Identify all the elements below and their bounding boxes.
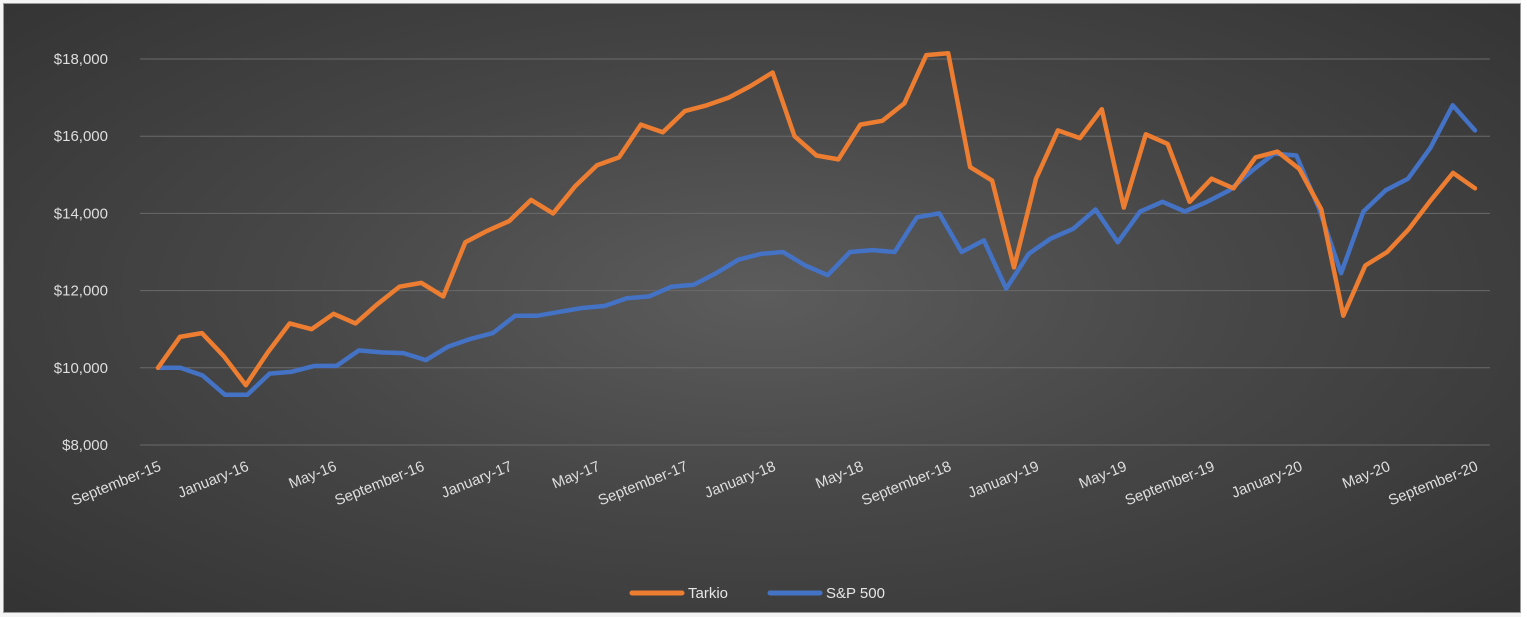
x-tick-label: May-18	[813, 458, 866, 493]
x-tick-label: January-17	[439, 458, 515, 502]
y-axis: $8,000 $10,000 $12,000 $14,000 $16,000 $18,00…	[54, 51, 108, 454]
legend-label-sp500: S&P 500	[826, 585, 885, 602]
x-axis: September-15 January-16 May-16September-16…	[69, 458, 1481, 509]
x-tick-label: May-19	[1077, 458, 1130, 493]
x-tick-label: September-19	[1123, 458, 1218, 509]
x-tick-label: September-16	[332, 458, 427, 509]
series-line-tarkio	[155, 50, 1478, 388]
y-tick-label: $8,000	[62, 437, 108, 454]
gridlines	[140, 58, 1490, 446]
x-tick-label: September-17	[596, 458, 691, 509]
x-tick-label: January-20	[1229, 458, 1305, 502]
x-tick-label: January-18	[702, 458, 778, 502]
x-tick-label: January-19	[966, 458, 1042, 502]
y-tick-label: $18,000	[54, 51, 108, 68]
y-tick-label: $16,000	[54, 128, 108, 145]
series-lines	[155, 50, 1478, 398]
legend-label-tarkio: Tarkio	[688, 585, 728, 602]
y-tick-label: $14,000	[54, 205, 108, 222]
y-tick-label: $12,000	[54, 283, 108, 300]
x-tick-label: May-17	[550, 458, 603, 493]
x-tick-label: May-16	[286, 458, 339, 493]
x-tick-label: January-16	[175, 458, 251, 502]
chart-area	[3, 3, 1521, 613]
series-line-sp500	[155, 103, 1478, 398]
window-edge	[1521, 0, 1527, 617]
legend: Tarkio S&P 500	[629, 585, 885, 602]
x-tick-label: May-20	[1340, 458, 1393, 493]
x-tick-label: September-20	[1386, 458, 1481, 509]
y-tick-label: $10,000	[54, 360, 108, 377]
x-tick-label: September-15	[69, 458, 164, 509]
x-tick-label: September-18	[859, 458, 954, 509]
